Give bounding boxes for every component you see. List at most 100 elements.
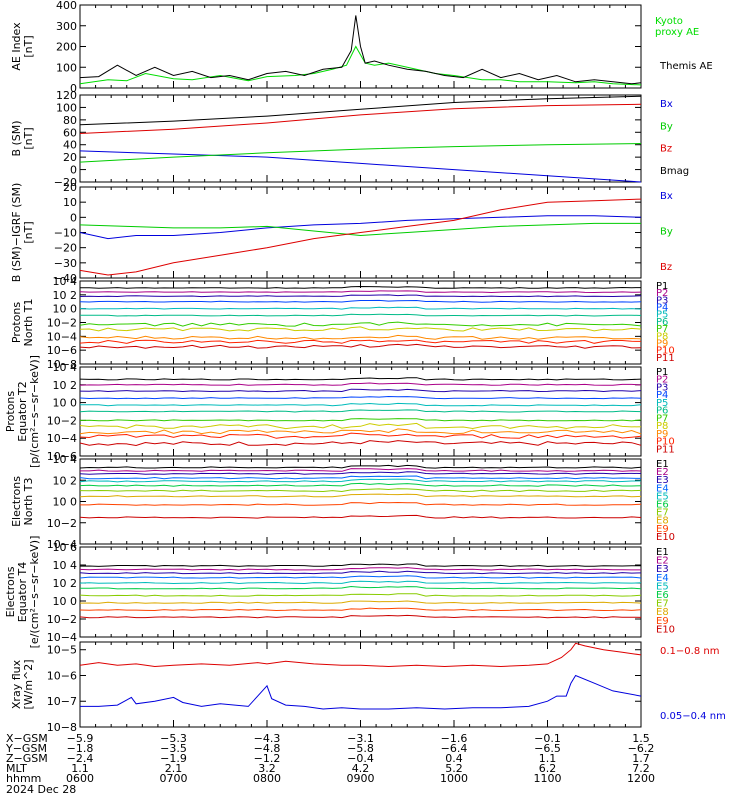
ae-ytick-label: 0 <box>70 82 77 95</box>
electrons_t3-legend-e5: E5 <box>656 491 669 502</box>
ephem-row-label: Y−GSM <box>5 742 47 755</box>
protons_t1-legend-p8: P8 <box>656 331 668 342</box>
protons_t2-legend-p11: P11 <box>656 444 675 455</box>
b_sm-series-bmag <box>79 95 642 126</box>
protons_t2-legend-p1: P1 <box>656 367 668 378</box>
electrons_t3-series-e6 <box>79 482 642 487</box>
ae-ylabel: AE Index[nT] <box>10 22 35 71</box>
electrons_t4-series-e8 <box>79 600 642 604</box>
electrons_t3-series-e4 <box>79 475 642 480</box>
b_minus_igrf-legend-by: By <box>660 227 673 238</box>
protons_t1-series-p8 <box>79 326 642 332</box>
ephem-value: −6.4 <box>441 742 468 755</box>
ephem-value: −5.8 <box>347 742 374 755</box>
b_minus_igrf-ytick-label: −20 <box>54 242 77 255</box>
protons_t2-series-p3 <box>79 388 642 393</box>
electrons_t3-frame <box>79 458 642 545</box>
electrons_t4-ytick-label: 10 6 <box>53 541 78 554</box>
electrons_t3-ylabel-line: Electrons <box>10 476 23 527</box>
b_minus_igrf-ylabel-line: [nT] <box>22 221 35 243</box>
xray-ylabel-line: [W/m^2] <box>22 659 35 709</box>
electrons_t4-ylabel-line: Electrons <box>4 566 17 617</box>
electrons_t3-ytick-label: 10 4 <box>53 453 78 466</box>
protons_t2-series-p4 <box>79 395 642 400</box>
electrons_t3-legend-e4: E4 <box>656 483 669 494</box>
electrons_t4-series-e9 <box>79 607 642 612</box>
protons_t2-ylabel-line: Equator T2 <box>16 381 29 441</box>
electrons_t3-legend-e3: E3 <box>656 475 669 486</box>
xray-ylabel-line: Xray flux <box>10 659 23 709</box>
ephem-value: 0900 <box>347 772 375 785</box>
b_minus_igrf-legend-bz: Bz <box>660 262 672 273</box>
electrons_t4-ylabel: ElectronsEquator T4[e/(cm²−s−sr−keV)] <box>4 536 41 649</box>
electrons_t3-ylabel-line: North T3 <box>22 478 35 526</box>
b_sm-ytick-label: 20 <box>63 151 77 164</box>
protons_t1-legend-p10: P10 <box>656 346 675 357</box>
protons_t2-legend-p5: P5 <box>656 398 668 409</box>
electrons_t4-ytick-label: 10 4 <box>53 559 78 572</box>
electrons_t4-series-e1 <box>79 563 642 567</box>
ae-ytick-label: 100 <box>56 61 77 74</box>
xray-ytick-label: 10−5 <box>47 644 77 657</box>
protons_t2-ylabel-line: [p/(cm²−s−sr−keV)] <box>28 355 41 468</box>
electrons_t3-legend-e9: E9 <box>656 524 669 535</box>
ephem-value: −4.8 <box>254 742 281 755</box>
protons_t2-legend-p3: P3 <box>656 382 668 393</box>
ephem-value: 1200 <box>627 772 655 785</box>
electrons_t3-legend-e1: E1 <box>656 459 669 470</box>
xray-legend-0-1-0-8-nm: 0.1−0.8 nm <box>660 646 719 657</box>
ephem-row-label: X−GSM <box>6 732 48 745</box>
ephem-value: −0.4 <box>347 752 374 765</box>
electrons_t3-series-e7 <box>79 488 642 493</box>
electrons_t4-series-e4 <box>79 575 642 579</box>
electrons_t3-series-e10 <box>79 514 642 519</box>
protons_t1-ytick-label: 10−2 <box>47 317 77 330</box>
protons_t1-legend-p11: P11 <box>656 353 675 364</box>
protons_t1-legend-p2: P2 <box>656 288 668 299</box>
protons_t1-series-p5 <box>79 306 642 310</box>
protons_t2-series-p11 <box>79 440 642 447</box>
electrons_t3-legend-e2: E2 <box>656 467 669 478</box>
protons_t1-legend-p9: P9 <box>656 338 668 349</box>
electrons_t4-legend-e10: E10 <box>656 624 675 635</box>
xray-series-0-05-0-4-nm <box>80 674 642 710</box>
protons_t1-series-p2 <box>79 290 642 294</box>
electrons_t3-ytick-label: 10−4 <box>47 538 77 551</box>
ephem-value: 0800 <box>253 772 281 785</box>
protons_t1-legend-p4: P4 <box>656 303 668 314</box>
protons_t2-ytick-label: 10 0 <box>53 397 78 410</box>
ephem-value: −6.2 <box>628 742 655 755</box>
ephem-value: 1000 <box>440 772 468 785</box>
ae-ytick-label: 400 <box>56 0 77 12</box>
electrons_t4-legend-e5: E5 <box>656 581 669 592</box>
protons_t2-legend-p7: P7 <box>656 413 668 424</box>
protons_t2-series-p7 <box>79 418 642 422</box>
protons_t1-series-p3 <box>79 294 642 298</box>
ephem-value: −6.5 <box>534 742 561 755</box>
electrons_t4-series-e10 <box>79 614 642 619</box>
protons_t1-series-p7 <box>79 321 642 327</box>
protons_t2-ylabel-line: Protons <box>4 391 17 432</box>
ephem-value: 0600 <box>66 772 94 785</box>
protons_t1-ylabel: ProtonsNorth T1 <box>10 299 35 347</box>
electrons_t3-legend-e8: E8 <box>656 516 669 527</box>
b_minus_igrf-ylabel-line: B (SM)−IGRF (SM) <box>10 183 23 283</box>
protons_t1-ytick-label: 10−4 <box>47 330 77 343</box>
electrons_t4-ytick-label: 10−4 <box>47 631 77 644</box>
ephem-value: −5.3 <box>160 732 187 745</box>
b_sm-series-by <box>79 143 642 163</box>
b_minus_igrf-ytick-label: 10 <box>63 196 77 209</box>
electrons_t4-legend-e7: E7 <box>656 599 669 610</box>
electrons_t4-legend-e1: E1 <box>656 547 669 558</box>
protons_t1-ytick-label: 10−6 <box>47 344 77 357</box>
protons_t2-legend-p6: P6 <box>656 406 668 417</box>
ae-series-themis-ae <box>79 15 642 85</box>
ephem-value: 4.2 <box>352 762 370 775</box>
protons_t1-series-p9 <box>79 334 642 340</box>
ephem-row-label: Z−GSM <box>6 752 48 765</box>
protons_t1-series-p6 <box>80 313 642 317</box>
xray-legend-0-05-0-4-nm: 0.05−0.4 nm <box>660 711 726 722</box>
protons_t1-ylabel-line: North T1 <box>22 299 35 347</box>
b_sm-series-bz <box>79 103 642 134</box>
